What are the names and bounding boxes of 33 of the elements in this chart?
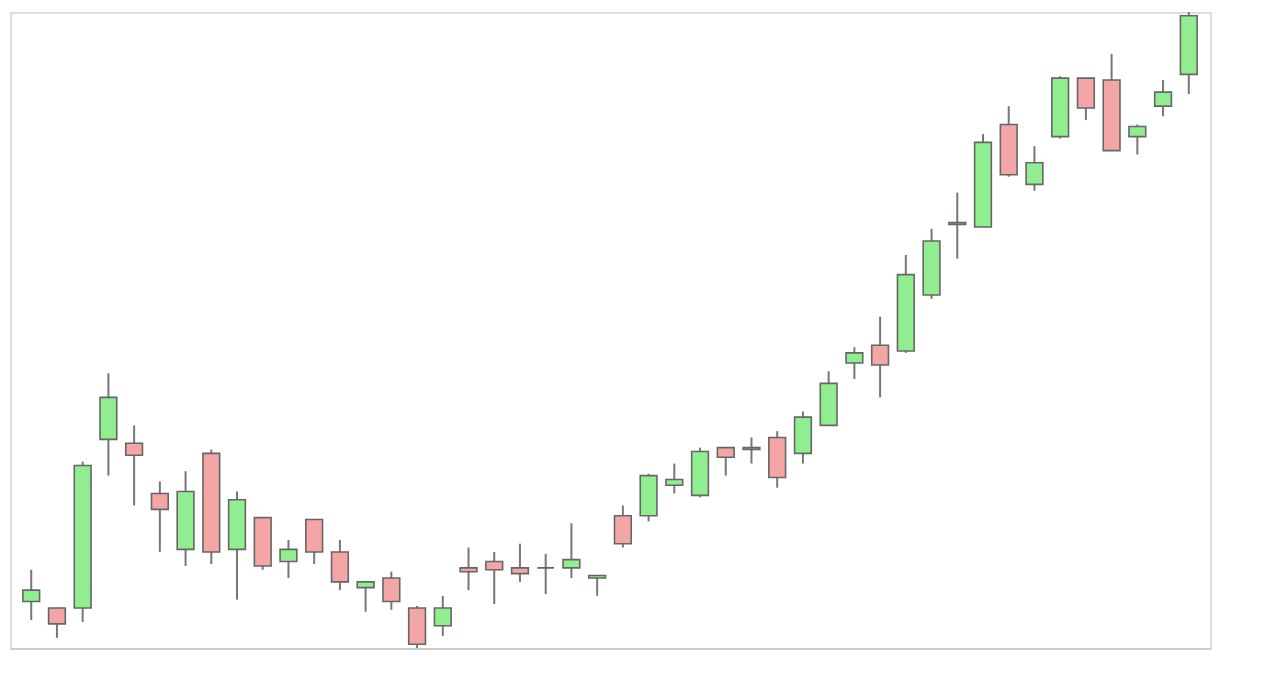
- candlestick: [768, 430, 787, 489]
- candlestick: [819, 370, 838, 427]
- candlestick: [279, 538, 298, 580]
- candlestick: [690, 446, 710, 499]
- candlestick: [407, 605, 427, 649]
- candlestick: [330, 538, 350, 592]
- candlestick: [793, 410, 813, 465]
- candlestick: [1076, 77, 1096, 122]
- candlestick: [47, 606, 67, 639]
- candlestick: [536, 552, 555, 595]
- candlestick: [124, 424, 144, 507]
- candlestick: [510, 542, 530, 583]
- candlestick: [587, 574, 607, 597]
- candlestick: [639, 472, 658, 523]
- candlestick: [433, 594, 452, 637]
- candlestick: [382, 570, 401, 611]
- candlestick: [150, 480, 169, 553]
- candlestick: [742, 436, 761, 465]
- candlestick: [459, 546, 478, 592]
- candlestick: [1153, 79, 1173, 118]
- candlestick: [22, 568, 41, 622]
- candlestick: [562, 522, 581, 580]
- candlestick: [613, 504, 633, 549]
- candlestick: [665, 462, 684, 495]
- candlestick: [1025, 145, 1044, 192]
- candlestick: [356, 580, 375, 613]
- candlestick: [99, 372, 118, 477]
- candlestick: [870, 315, 890, 399]
- candlestick: [845, 346, 864, 380]
- candlestick: [1128, 123, 1147, 156]
- candlestick: [485, 550, 504, 606]
- candlestick: [716, 446, 735, 477]
- candlestick: [305, 518, 324, 566]
